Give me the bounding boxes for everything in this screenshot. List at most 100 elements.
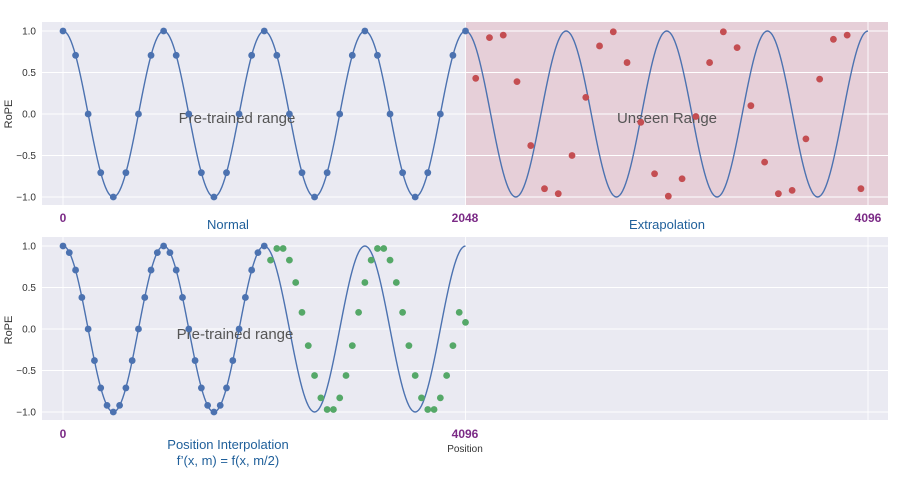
data-point [418, 394, 425, 402]
data-point [462, 27, 469, 35]
y-tick-label: 0.5 [22, 68, 36, 79]
data-point [374, 245, 381, 252]
data-point [719, 28, 727, 36]
caption: f’(x, m) = f(x, m/2) [177, 453, 279, 468]
data-point [706, 59, 713, 66]
data-point [59, 242, 67, 250]
data-point [197, 169, 205, 177]
data-point [185, 110, 193, 118]
data-point [449, 51, 457, 59]
y-axis-label: RoPE [3, 100, 15, 129]
data-point [692, 113, 700, 120]
data-point [527, 142, 535, 149]
data-point [323, 169, 331, 177]
data-point [774, 190, 782, 198]
data-point [191, 357, 199, 364]
y-tick-label: 0.0 [22, 325, 36, 336]
data-point [355, 309, 362, 316]
data-point [392, 279, 400, 286]
data-point [443, 372, 451, 379]
data-point [788, 186, 796, 194]
data-point [298, 309, 306, 316]
data-point [486, 34, 493, 42]
data-point [286, 110, 293, 118]
data-point [411, 372, 419, 379]
data-point [128, 357, 136, 364]
data-point [160, 242, 168, 250]
data-point [204, 401, 212, 409]
data-point [336, 110, 344, 118]
data-point [172, 51, 180, 59]
data-point [857, 185, 865, 193]
data-point [568, 152, 576, 159]
y-tick-label: 0.0 [22, 110, 36, 121]
data-point [623, 59, 631, 66]
data-point [317, 394, 325, 402]
data-point [761, 158, 769, 166]
data-point [292, 279, 300, 286]
data-point [160, 27, 168, 35]
data-point [223, 169, 230, 177]
data-point [678, 175, 686, 183]
data-point [830, 35, 837, 43]
data-point [223, 384, 230, 392]
data-point [241, 294, 249, 301]
data-point [399, 169, 407, 177]
data-point [651, 170, 658, 178]
data-point [554, 190, 562, 198]
position-label: 2048 [452, 211, 479, 225]
data-point [430, 406, 438, 413]
data-point [141, 294, 149, 301]
data-point [596, 42, 603, 50]
data-point [380, 245, 388, 252]
data-point [260, 242, 268, 250]
data-point [103, 401, 111, 409]
data-point [411, 193, 419, 201]
position-label: 4096 [452, 427, 479, 441]
panel-2: 1.0 0.5 0.0 −0.5 −1.0 RoPE Pre-trained range 0 4… [3, 237, 888, 468]
data-point [374, 51, 381, 59]
region-label: Pre-trained range [177, 326, 294, 343]
x-axis-label: Position [447, 444, 483, 455]
data-point [279, 245, 287, 252]
position-label: 4096 [855, 211, 882, 225]
data-point [166, 249, 174, 257]
panel-1: 1.0 0.5 0.0 −0.5 −1.0 RoPE Pre-trained range Un… [3, 22, 888, 232]
data-point [109, 408, 117, 416]
data-point [336, 394, 344, 402]
data-point [802, 135, 810, 143]
data-point [513, 78, 521, 86]
data-point [273, 245, 281, 252]
data-point [267, 256, 274, 264]
data-point [637, 118, 645, 126]
data-point [424, 406, 432, 413]
y-tick-label: −0.5 [16, 366, 36, 377]
data-point [210, 193, 218, 201]
data-point [386, 256, 394, 264]
data-point [248, 51, 256, 59]
data-point [153, 249, 161, 257]
data-point [747, 102, 755, 110]
data-point [248, 266, 256, 274]
data-point [436, 394, 444, 402]
data-point [210, 408, 218, 416]
caption: Extrapolation [629, 217, 705, 232]
data-point [472, 74, 480, 82]
y-axis-label: RoPE [3, 316, 15, 345]
data-point [462, 318, 469, 326]
data-point [455, 309, 463, 316]
data-point [361, 27, 369, 35]
data-point [304, 342, 312, 349]
data-point [348, 342, 356, 349]
data-point [254, 249, 262, 257]
data-point [541, 185, 548, 193]
data-point [816, 75, 824, 83]
data-point [235, 110, 243, 118]
data-point [424, 169, 432, 177]
data-point [72, 51, 79, 59]
data-point [499, 31, 507, 39]
data-point [147, 51, 155, 59]
data-point [65, 249, 73, 257]
data-point [582, 94, 590, 101]
